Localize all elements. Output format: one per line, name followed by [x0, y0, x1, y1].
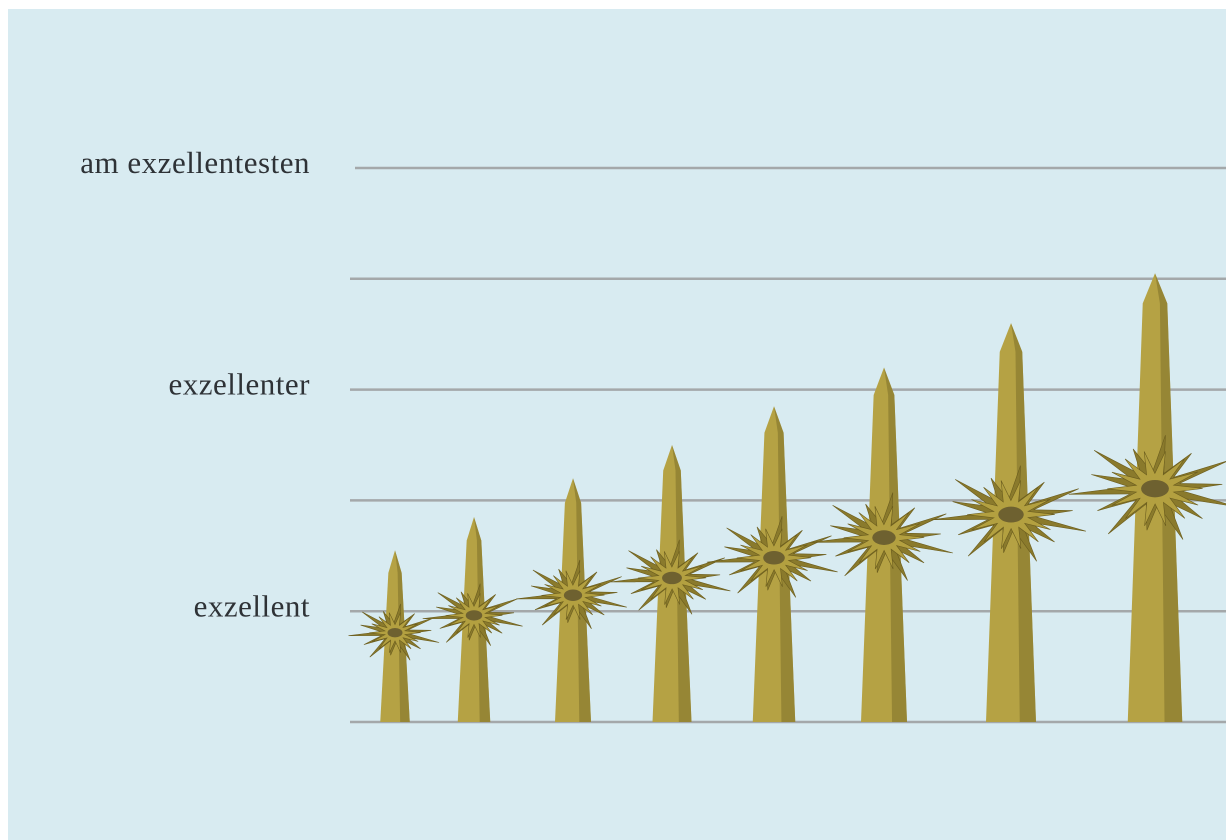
- spire-group: [348, 550, 440, 722]
- y-tick-label: am exzellentesten: [80, 145, 310, 180]
- y-tick-label: exzellenter: [169, 367, 311, 402]
- chart-background: [8, 9, 1226, 840]
- star-center: [563, 589, 583, 601]
- star-center: [662, 571, 682, 585]
- spire-group: [610, 445, 731, 722]
- spire-group: [811, 367, 953, 722]
- star-center: [763, 551, 785, 565]
- y-tick-label: exzellent: [194, 588, 310, 623]
- spire-group: [706, 406, 838, 722]
- star-center: [387, 628, 403, 638]
- star-center: [465, 610, 483, 621]
- spire-group: [931, 323, 1086, 722]
- grid: [350, 166, 1226, 724]
- spire-group: [516, 478, 627, 722]
- star-center: [872, 530, 896, 545]
- spire-group: [1068, 273, 1226, 722]
- star-center: [1141, 479, 1169, 498]
- spire-group: [422, 517, 523, 722]
- star-center: [998, 506, 1024, 523]
